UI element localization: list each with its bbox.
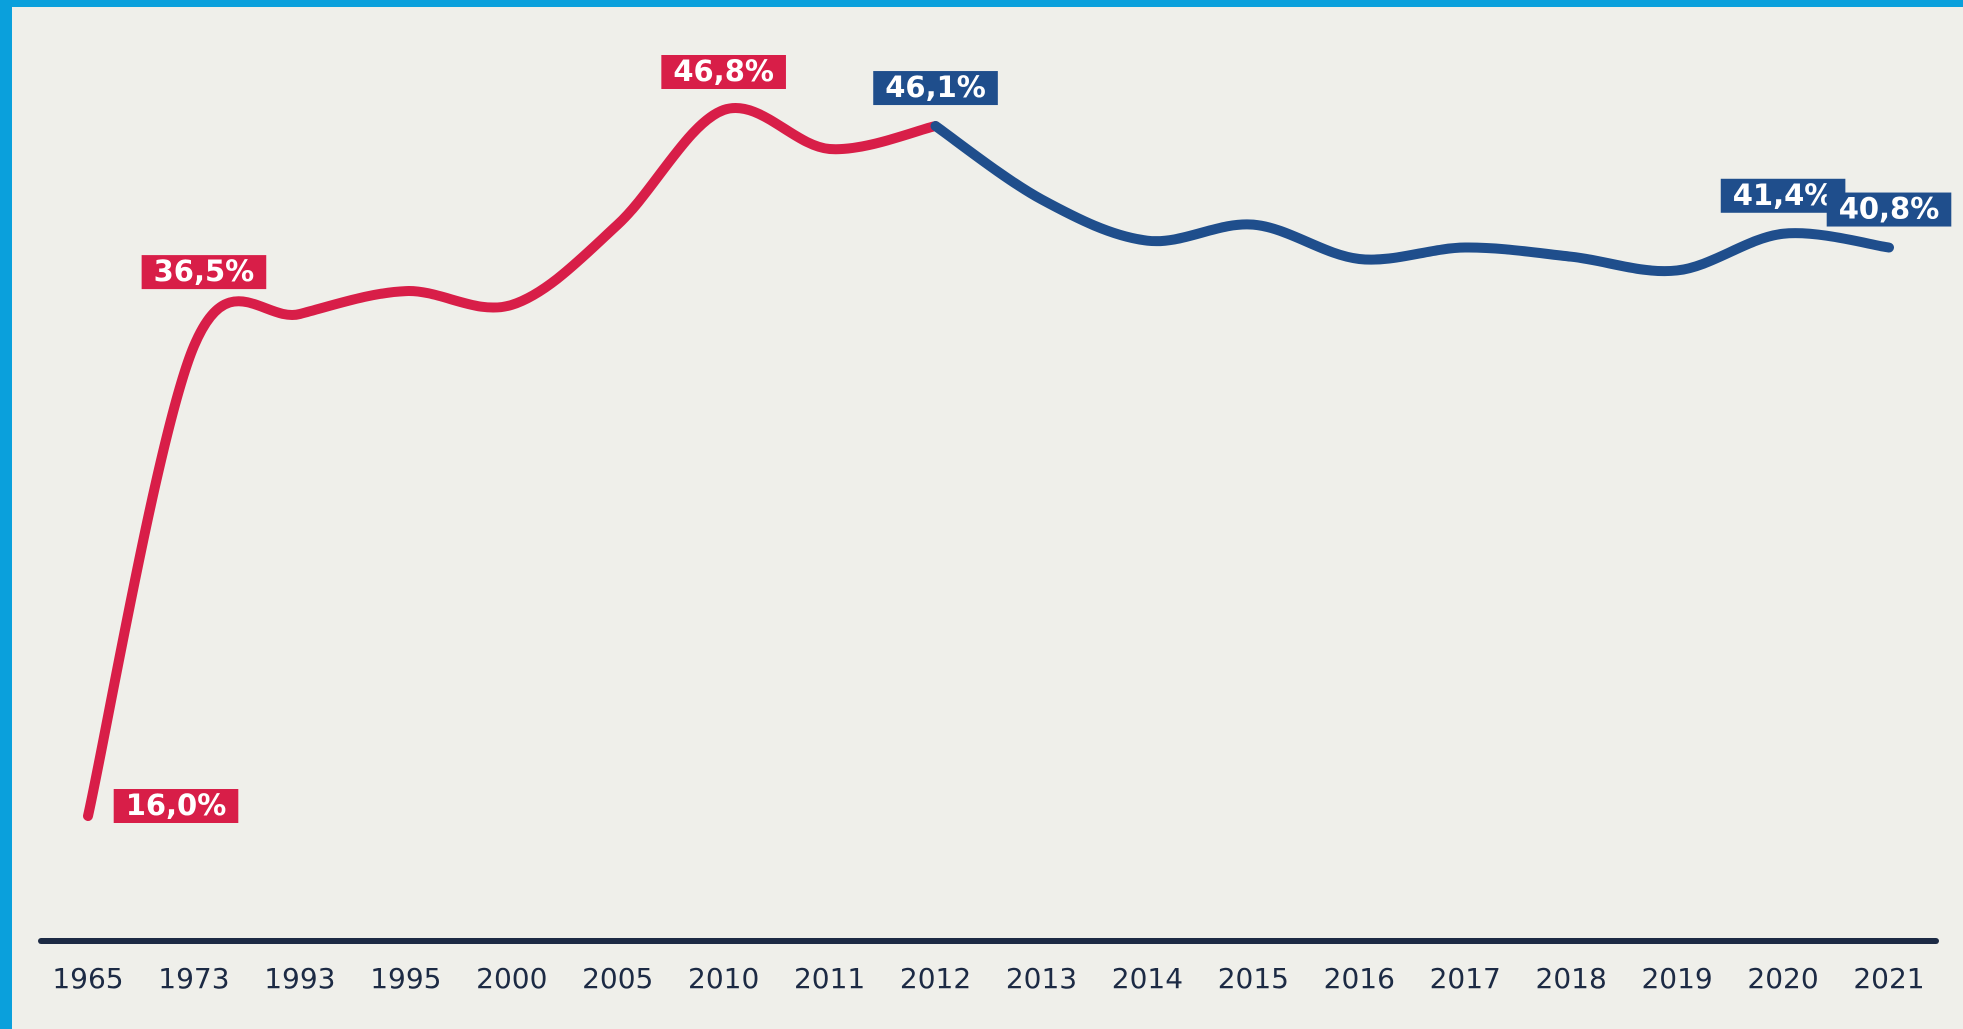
data-label: 46,8% [673, 54, 774, 88]
data-label: 41,4% [1733, 178, 1834, 212]
x-tick-label: 2015 [1218, 962, 1289, 995]
x-tick-label: 2021 [1853, 962, 1924, 995]
data-label-box [141, 255, 267, 290]
line [930, 121, 1894, 277]
data-label-box [1720, 178, 1846, 213]
data-label-box [1826, 192, 1952, 227]
x-tick-label: 2016 [1324, 962, 1395, 995]
x-tick-label: 2000 [476, 962, 547, 995]
x-tick-label: 2017 [1430, 962, 1501, 995]
data-label: 36,5% [154, 254, 255, 288]
x-tick-label: 2011 [794, 962, 865, 995]
data-label: 16,0% [126, 788, 227, 822]
data-label-box [661, 55, 786, 89]
line [83, 103, 941, 821]
x-tick-label: 2014 [1112, 962, 1183, 995]
x-tick-label: 1993 [264, 962, 335, 995]
data-label-box [873, 71, 998, 106]
x-tick-label: 2013 [1006, 962, 1077, 995]
x-tick-label: 2019 [1641, 962, 1712, 995]
data-label-box [113, 789, 239, 823]
background [12, 7, 1963, 1029]
data-label: 46,1% [885, 70, 986, 104]
x-tick-label: 2012 [900, 962, 971, 995]
x-tick-label: 2018 [1536, 962, 1607, 995]
x-tick-label: 2005 [582, 962, 653, 995]
x-tick-label: 2010 [688, 962, 759, 995]
x-tick-label: 2020 [1747, 962, 1818, 995]
x-tick-label: 1973 [158, 962, 229, 995]
x-tick-label: 1995 [370, 962, 441, 995]
x-tick-label: 1965 [52, 962, 123, 995]
data-label: 40,8% [1839, 192, 1940, 226]
